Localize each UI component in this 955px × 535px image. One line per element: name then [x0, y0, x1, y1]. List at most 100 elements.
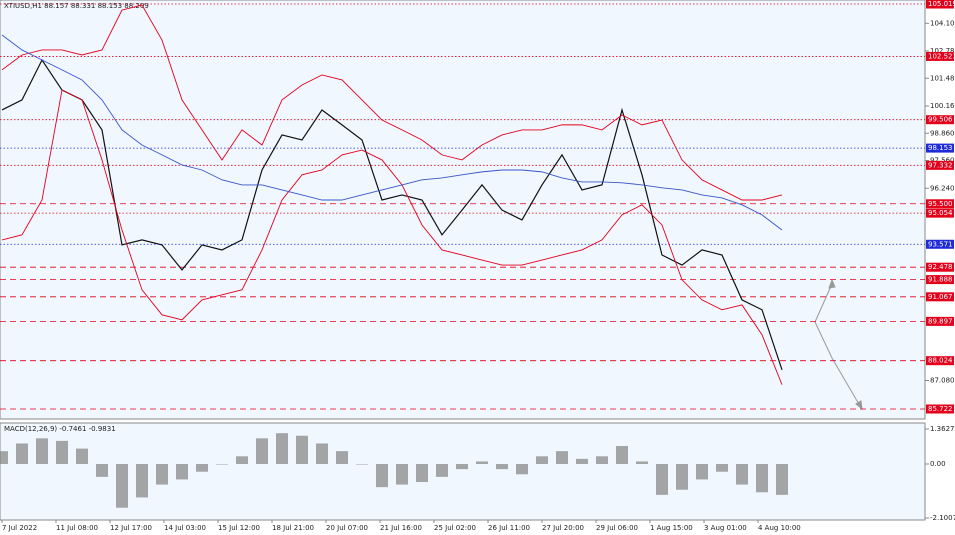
- level-label-bg: [926, 404, 954, 414]
- y-tick-label: 97.560: [930, 157, 955, 165]
- x-tick-label: 20 Jul 07:00: [326, 524, 368, 532]
- macd-bar: [376, 464, 388, 488]
- x-tick-label: 27 Jul 20:00: [542, 524, 584, 532]
- series-line: [1, 4, 783, 201]
- level-label-bg: [926, 316, 954, 326]
- macd-bar: [76, 448, 88, 465]
- y-tick-label: 87.080: [930, 376, 955, 384]
- macd-bar: [196, 464, 208, 472]
- level-label-bg: [926, 208, 954, 218]
- macd-bar: [276, 433, 288, 465]
- y-tick-label: 101.480: [930, 74, 955, 82]
- macd-bar: [716, 464, 728, 472]
- macd-bar: [316, 443, 328, 465]
- chart-title: XTIUSD,H1 88.157 88.331 88.153 88.209: [4, 2, 149, 10]
- x-tick-label: 26 Jul 11:00: [488, 524, 530, 532]
- level-label-bg: [926, 356, 954, 366]
- macd-bar: [436, 464, 448, 477]
- macd-bar: [556, 451, 568, 465]
- macd-tick-label: 1.3627: [930, 425, 955, 433]
- level-label: 102.521: [928, 52, 955, 60]
- level-label: 105.019: [928, 0, 955, 8]
- y-tick-label: 100.160: [930, 102, 955, 110]
- x-tick-label: 29 Jul 06:00: [596, 524, 638, 532]
- level-label-bg: [926, 160, 954, 170]
- macd-bar: [396, 464, 408, 485]
- y-tick-label: 96.240: [930, 184, 955, 192]
- macd-bar: [176, 464, 188, 480]
- x-tick-label: 14 Jul 03:00: [164, 524, 206, 532]
- x-tick-label: 4 Aug 10:00: [758, 524, 801, 532]
- level-label-bg: [926, 51, 954, 61]
- macd-bar: [536, 456, 548, 465]
- macd-bar: [156, 464, 168, 485]
- level-label: 93.571: [928, 240, 953, 248]
- level-label: 91.888: [928, 276, 953, 284]
- x-tick-label: 21 Jul 16:00: [380, 524, 422, 532]
- macd-bar: [456, 464, 468, 470]
- macd-bar: [256, 438, 268, 465]
- macd-panel: [0, 422, 926, 521]
- level-label: 85.722: [928, 405, 953, 413]
- macd-bar: [776, 464, 788, 495]
- macd-bar: [656, 464, 668, 495]
- level-label-bg: [926, 199, 954, 209]
- macd-bar: [516, 464, 528, 475]
- macd-bar: [696, 464, 708, 480]
- level-label: 88.024: [928, 357, 953, 365]
- level-label-bg: [926, 0, 954, 9]
- level-label-bg: [926, 262, 954, 272]
- macd-bar: [736, 464, 748, 485]
- x-tick-label: 25 Jul 02:00: [434, 524, 476, 532]
- x-tick-label: 7 Jul 2022: [2, 524, 37, 532]
- projection-arrows: [814, 278, 863, 411]
- macd-bar: [416, 464, 428, 483]
- level-label-bg: [926, 115, 954, 125]
- macd-bar: [476, 461, 488, 465]
- level-label: 91.067: [928, 293, 953, 301]
- macd-bar: [336, 451, 348, 465]
- level-label: 89.897: [928, 317, 953, 325]
- macd-bar: [0, 451, 8, 465]
- x-tick-label: 11 Jul 08:00: [56, 524, 98, 532]
- level-label-bg: [926, 275, 954, 285]
- x-tick-label: 12 Jul 17:00: [110, 524, 152, 532]
- y-tick-label: 102.780: [930, 47, 955, 55]
- level-label: 99.506: [928, 116, 953, 124]
- macd-bar: [96, 464, 108, 477]
- level-label-bg: [926, 143, 954, 153]
- macd-bar: [756, 464, 768, 493]
- macd-bar: [576, 458, 588, 465]
- level-label: 95.500: [928, 200, 953, 208]
- level-label: 98.153: [928, 144, 953, 152]
- macd-bar: [36, 438, 48, 465]
- series-line: [1, 34, 783, 231]
- level-label: 92.478: [928, 263, 953, 271]
- macd-bar: [356, 464, 368, 465]
- macd-bar: [116, 464, 128, 508]
- x-tick-label: 1 Aug 15:00: [650, 524, 693, 532]
- macd-bar: [56, 440, 68, 465]
- macd-bar: [676, 464, 688, 490]
- macd-bar: [596, 456, 608, 465]
- y-tick-label: 98.860: [930, 129, 955, 137]
- x-tick-label: 15 Jul 12:00: [218, 524, 260, 532]
- level-label: 97.332: [928, 161, 953, 169]
- macd-bar: [236, 456, 248, 465]
- y-tick-label: 104.100: [930, 19, 955, 27]
- series-line: [1, 89, 783, 385]
- level-label-bg: [926, 239, 954, 249]
- level-label: 95.054: [928, 209, 953, 217]
- macd-tick-label: 0.00: [930, 460, 946, 468]
- macd-bar: [616, 446, 628, 465]
- x-tick-label: 3 Aug 01:00: [704, 524, 747, 532]
- macd-bar: [216, 464, 228, 465]
- macd-title: MACD(12,26,9) -0.7461 -0.9831: [4, 425, 116, 433]
- macd-tick-label: -2.1007: [930, 514, 955, 522]
- level-label-bg: [926, 292, 954, 302]
- macd-bar: [496, 464, 508, 470]
- x-tick-label: 18 Jul 21:00: [272, 524, 314, 532]
- macd-bar: [296, 435, 308, 465]
- macd-bar: [136, 464, 148, 498]
